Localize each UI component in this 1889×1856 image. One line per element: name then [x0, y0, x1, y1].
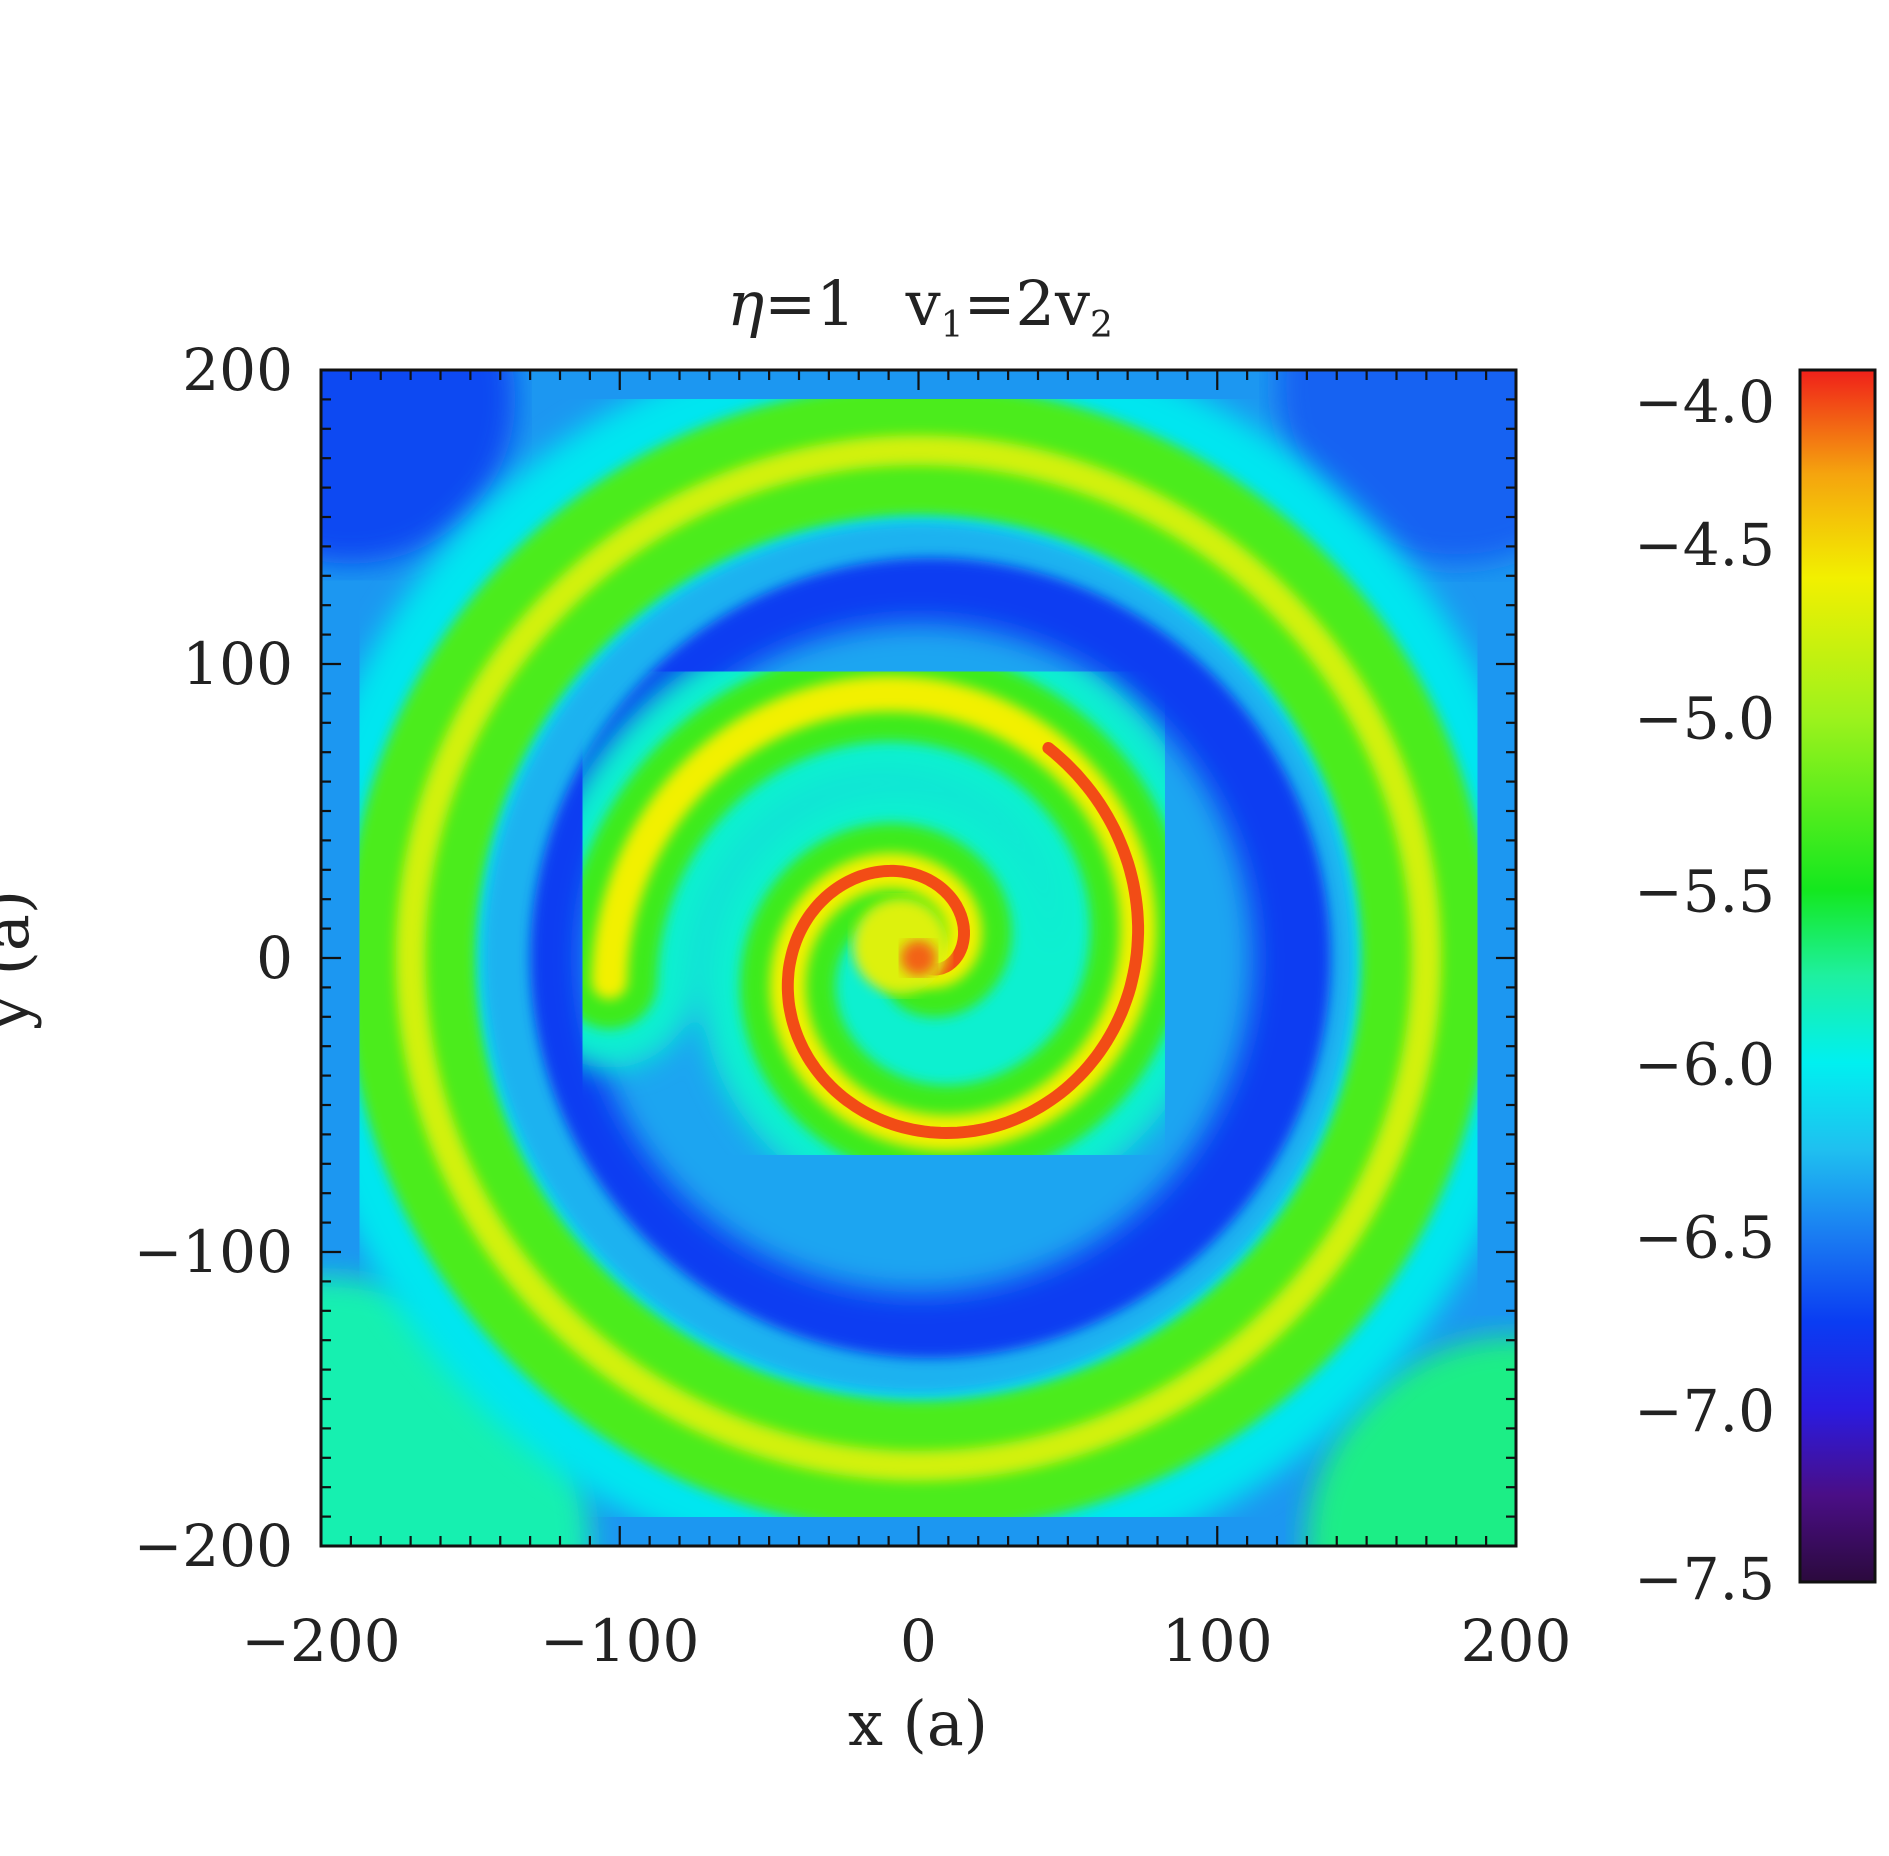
colorbar-tick-label: −5.5	[1634, 857, 1775, 925]
y-tick-label: −200	[134, 1512, 293, 1580]
field-corner-tl	[321, 370, 516, 564]
y-tick-label: 0	[256, 924, 293, 992]
title-eq-v2: =2v	[964, 267, 1090, 340]
heatmap-field	[321, 370, 1516, 1546]
y-tick-labels: −200 −100 0 100 200	[134, 336, 293, 1580]
x-tick-label: 100	[1162, 1607, 1273, 1675]
core-peak	[900, 940, 937, 976]
field-corner-br	[1306, 1336, 1516, 1546]
title-eta: η	[727, 267, 764, 340]
colorbar	[1798, 368, 1877, 1584]
title-v1-sub: 1	[941, 305, 964, 346]
title-v2-sub: 2	[1090, 305, 1113, 346]
x-tick-label: −100	[540, 1607, 699, 1675]
chart-title: η=1 v1=2v2	[727, 267, 1113, 346]
colorbar-tick-label: −4.5	[1634, 511, 1775, 579]
x-tick-label: 200	[1461, 1607, 1572, 1675]
spiral-shock	[781, 742, 1145, 1139]
y-tick-label: −100	[134, 1218, 293, 1286]
x-tick-labels: −200 −100 0 100 200	[241, 1607, 1571, 1675]
y-tick-label: 200	[182, 336, 293, 404]
colorbar-tick-label: −6.5	[1634, 1204, 1775, 1272]
colorbar-labels: −4.0 −4.5 −5.0 −5.5 −6.0 −6.5 −7.0 −7.5	[1634, 368, 1775, 1613]
y-axis-label: y (a)	[0, 890, 43, 1031]
core	[852, 898, 949, 994]
axis-ticks	[319, 368, 1518, 1548]
x-axis-label: x (a)	[848, 1687, 988, 1760]
colorbar-tick-label: −6.0	[1634, 1031, 1775, 1099]
colorbar-tick-label: −7.5	[1634, 1545, 1775, 1613]
colorbar-tick-label: −7.0	[1634, 1377, 1775, 1445]
field-corner-bl	[321, 1277, 590, 1546]
title-eta-value: =1	[764, 267, 855, 340]
colorbar-tick-label: −5.0	[1634, 684, 1775, 752]
title-v1: v	[905, 267, 941, 340]
x-tick-label: 0	[900, 1607, 937, 1675]
outer-shell-crest	[395, 435, 1442, 1481]
colorbar-tick-label: −4.0	[1634, 368, 1775, 436]
y-tick-label: 100	[182, 630, 293, 698]
x-tick-label: −200	[241, 1607, 400, 1675]
